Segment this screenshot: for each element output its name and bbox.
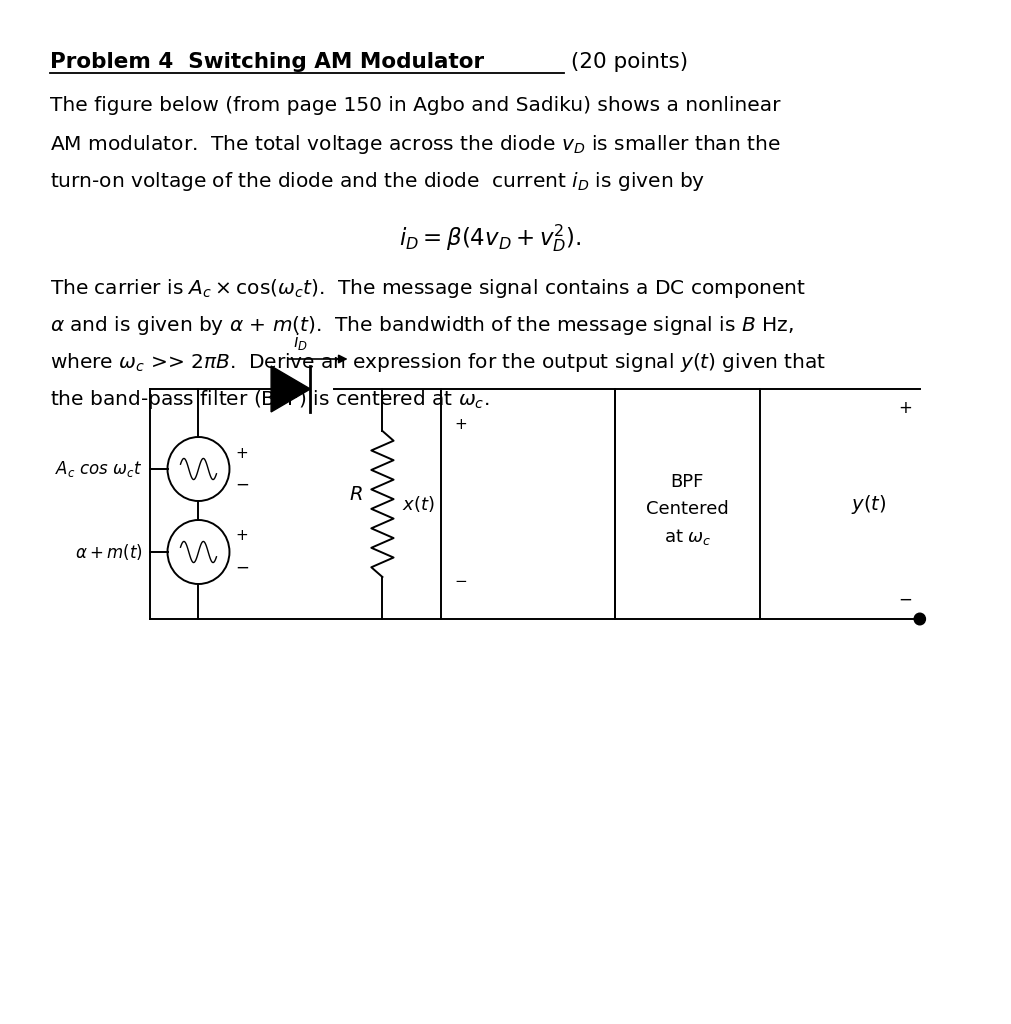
Text: +: + bbox=[235, 445, 248, 461]
Text: −: − bbox=[454, 574, 466, 589]
Text: +: + bbox=[898, 399, 911, 417]
Text: at $\omega_c$: at $\omega_c$ bbox=[663, 527, 711, 547]
Text: The carrier is $A_c\times$cos($\omega_c t$).  The message signal contains a DC c: The carrier is $A_c\times$cos($\omega_c … bbox=[51, 278, 805, 300]
Text: −: − bbox=[235, 476, 249, 494]
Text: where $\omega_c$ >> $2\pi B$.  Derive an expression for the output signal $y(t)$: where $\omega_c$ >> $2\pi B$. Derive an … bbox=[51, 351, 826, 374]
Text: $i_D$: $i_D$ bbox=[292, 331, 307, 352]
Text: $x(t)$: $x(t)$ bbox=[401, 494, 434, 514]
Text: Problem 4  Switching AM Modulator: Problem 4 Switching AM Modulator bbox=[51, 52, 484, 72]
Text: BPF: BPF bbox=[670, 473, 704, 490]
Polygon shape bbox=[271, 366, 310, 412]
Text: $\alpha$ and is given by $\alpha$ + $m(t)$.  The bandwidth of the message signal: $\alpha$ and is given by $\alpha$ + $m(t… bbox=[51, 314, 794, 337]
Text: (20 points): (20 points) bbox=[563, 52, 686, 72]
Text: AM modulator.  The total voltage across the diode $v_D$ is smaller than the: AM modulator. The total voltage across t… bbox=[51, 133, 779, 156]
Bar bbox=[615, 389, 759, 618]
Text: $\alpha + m(t)$: $\alpha + m(t)$ bbox=[75, 542, 143, 562]
Text: −: − bbox=[235, 559, 249, 577]
Text: Centered: Centered bbox=[645, 500, 728, 518]
Text: +: + bbox=[454, 417, 466, 432]
Text: $A_c$ cos $\omega_c t$: $A_c$ cos $\omega_c t$ bbox=[55, 459, 143, 479]
Circle shape bbox=[913, 613, 924, 625]
Text: −: − bbox=[898, 591, 911, 609]
Text: $i_D = \beta(4v_D + v_D^2).$: $i_D = \beta(4v_D + v_D^2).$ bbox=[398, 222, 580, 254]
Text: the band-pass filter (BPF) is centered at $\omega_c$.: the band-pass filter (BPF) is centered a… bbox=[51, 388, 489, 411]
Text: R: R bbox=[349, 484, 363, 504]
Text: The figure below (from page 150 in Agbo and Sadiku) shows a nonlinear: The figure below (from page 150 in Agbo … bbox=[51, 96, 780, 115]
Text: $y(t)$: $y(t)$ bbox=[850, 493, 886, 515]
Text: +: + bbox=[235, 528, 248, 544]
Text: turn-on voltage of the diode and the diode  current $i_D$ is given by: turn-on voltage of the diode and the dio… bbox=[51, 170, 705, 193]
